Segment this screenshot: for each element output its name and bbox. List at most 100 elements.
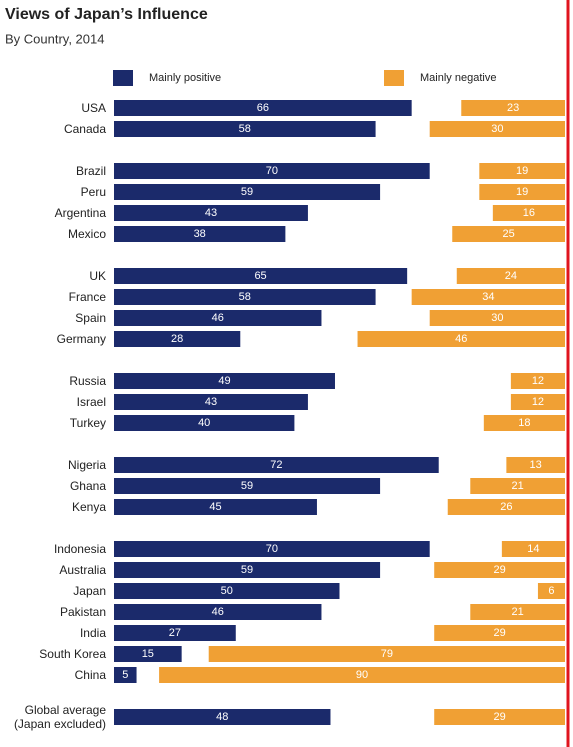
chart-subtitle: By Country, 2014 xyxy=(5,31,104,46)
value-label: 90 xyxy=(356,669,368,681)
negative-bar xyxy=(479,184,565,200)
negative-bar xyxy=(510,394,565,410)
legend-label: Mainly positive xyxy=(149,72,221,84)
negative-bar xyxy=(208,646,565,662)
positive-bar xyxy=(114,373,335,389)
legend-label: Mainly negative xyxy=(420,72,496,84)
positive-bar xyxy=(114,310,322,326)
positive-bar xyxy=(114,583,340,599)
value-label: 72 xyxy=(270,459,282,471)
positive-bar xyxy=(114,415,295,431)
negative-bar xyxy=(510,373,565,389)
value-label: 28 xyxy=(171,333,183,345)
category-label: Ghana xyxy=(69,479,106,493)
value-label: 30 xyxy=(491,312,503,324)
negative-bar xyxy=(447,499,565,515)
value-label: 59 xyxy=(241,186,253,198)
value-label: 19 xyxy=(516,165,528,177)
negative-bar xyxy=(159,667,565,683)
value-label: 65 xyxy=(254,270,266,282)
value-label: 43 xyxy=(205,396,217,408)
category-label: Turkey xyxy=(69,416,106,430)
negative-bar xyxy=(411,289,565,305)
value-label: 24 xyxy=(505,270,517,282)
positive-bar xyxy=(114,604,322,620)
positive-bar xyxy=(114,667,137,683)
positive-bar xyxy=(114,541,430,557)
value-label: 38 xyxy=(194,228,206,240)
negative-bar xyxy=(537,583,565,599)
negative-bar xyxy=(429,121,565,137)
value-label: 13 xyxy=(530,459,542,471)
value-label: 23 xyxy=(507,102,519,114)
value-label: 21 xyxy=(512,480,524,492)
category-label: Russia xyxy=(69,374,106,388)
value-label: 29 xyxy=(493,627,505,639)
value-label: 70 xyxy=(266,543,278,555)
negative-bar xyxy=(434,562,565,578)
category-label: France xyxy=(68,290,106,304)
category-label: China xyxy=(74,668,106,682)
negative-bar xyxy=(470,604,565,620)
positive-bar xyxy=(114,478,381,494)
legend-swatch xyxy=(384,70,404,86)
positive-bar xyxy=(114,394,308,410)
category-label: Indonesia xyxy=(53,542,106,556)
negative-bar xyxy=(429,310,565,326)
value-label: 26 xyxy=(500,501,512,513)
negative-bar xyxy=(501,541,565,557)
negative-bar xyxy=(479,163,565,179)
value-label: 48 xyxy=(216,711,228,723)
negative-bar xyxy=(456,268,565,284)
value-label: 25 xyxy=(503,228,515,240)
category-label: Germany xyxy=(56,332,106,346)
value-label: 50 xyxy=(221,585,233,597)
positive-bar xyxy=(114,646,182,662)
value-label: 29 xyxy=(493,711,505,723)
value-label: 18 xyxy=(518,417,530,429)
category-label: Japan xyxy=(73,584,106,598)
value-label: 27 xyxy=(169,627,181,639)
value-label: 79 xyxy=(381,648,393,660)
positive-bar xyxy=(114,226,286,242)
category-label: Kenya xyxy=(71,500,106,514)
value-label: 58 xyxy=(239,291,251,303)
value-label: 59 xyxy=(241,564,253,576)
value-label: 21 xyxy=(512,606,524,618)
positive-bar xyxy=(114,184,381,200)
positive-bar xyxy=(114,562,381,578)
positive-bar xyxy=(114,100,412,116)
value-label: 29 xyxy=(493,564,505,576)
value-label: 45 xyxy=(209,501,221,513)
value-label: 49 xyxy=(218,375,230,387)
negative-bar xyxy=(461,100,565,116)
positive-bar xyxy=(114,289,376,305)
value-label: 46 xyxy=(212,312,224,324)
value-label: 66 xyxy=(257,102,269,114)
positive-bar xyxy=(114,625,236,641)
value-label: 14 xyxy=(527,543,539,555)
value-label: 12 xyxy=(532,396,544,408)
value-label: 46 xyxy=(212,606,224,618)
value-label: 12 xyxy=(532,375,544,387)
value-label: 59 xyxy=(241,480,253,492)
negative-bar xyxy=(506,457,565,473)
negative-bar xyxy=(483,415,565,431)
positive-bar xyxy=(114,331,241,347)
category-label: Argentina xyxy=(54,206,106,220)
category-label: Brazil xyxy=(75,164,106,178)
legend-swatch xyxy=(113,70,133,86)
value-label: 5 xyxy=(122,669,128,681)
category-label: UK xyxy=(89,269,106,283)
category-label: Australia xyxy=(59,563,106,577)
negative-bar xyxy=(470,478,565,494)
value-label: 19 xyxy=(516,186,528,198)
negative-bar xyxy=(492,205,565,221)
positive-bar xyxy=(114,499,317,515)
value-label: 34 xyxy=(482,291,494,303)
positive-bar xyxy=(114,709,331,725)
category-label: Global average (Japan excluded) xyxy=(13,703,106,731)
category-label: Canada xyxy=(63,122,106,136)
